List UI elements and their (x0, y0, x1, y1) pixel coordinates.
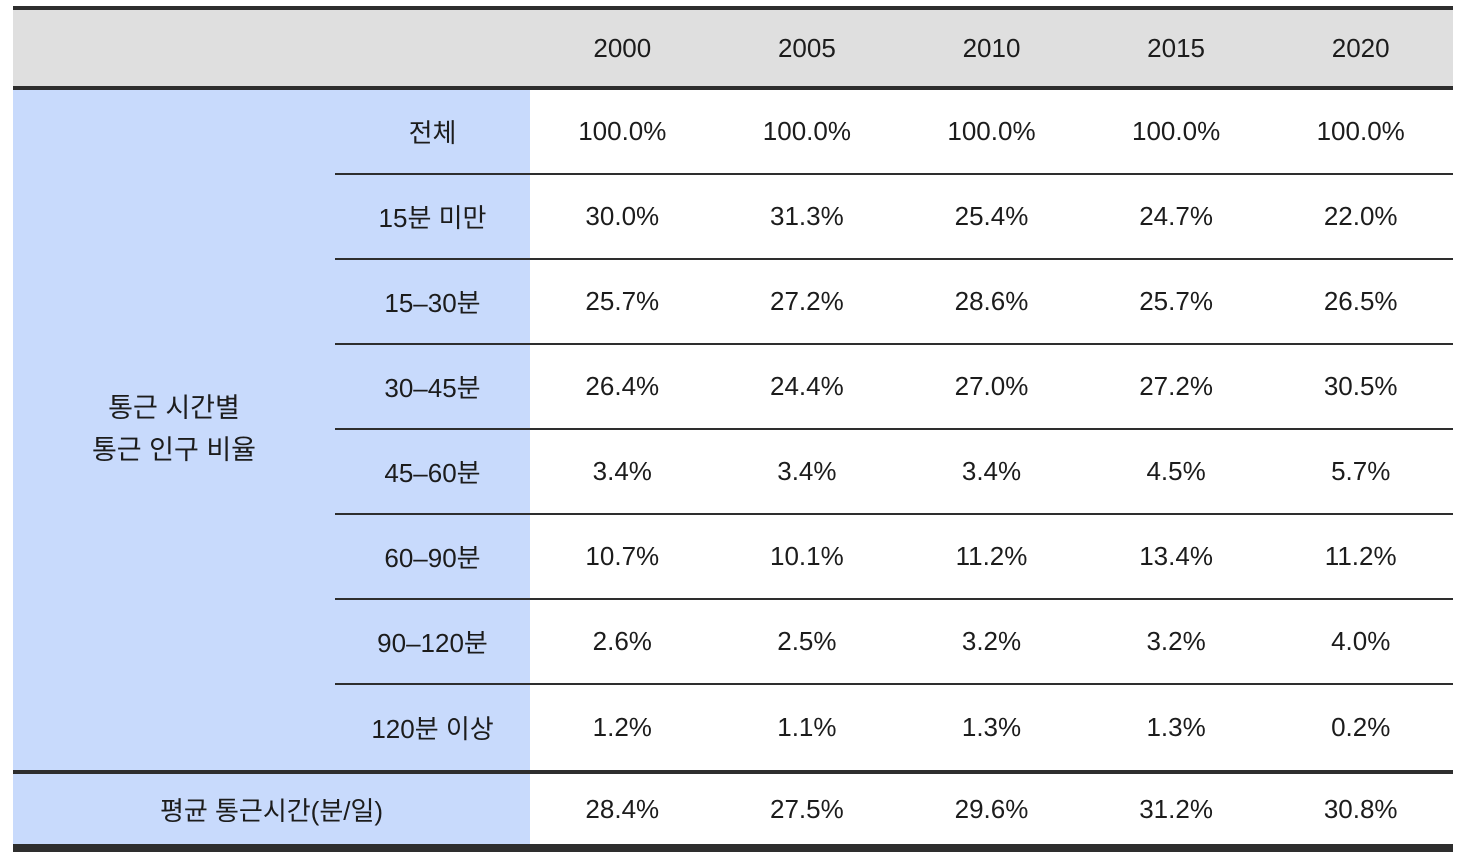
cell-15-30-2020: 26.5% (1268, 260, 1453, 345)
header-year-2010: 2010 (962, 32, 1021, 63)
cell-average-2010: 29.6% (899, 774, 1084, 844)
cell-over120-2005: 1.1% (714, 685, 900, 770)
cell-over120-2000: 1.2% (530, 685, 715, 770)
table-header-row: 2000 2005 2010 2015 2020 (13, 10, 1453, 90)
cell-under15-2020: 22.0% (1268, 175, 1453, 260)
cell-90-120-2005: 2.5% (714, 600, 900, 685)
header-year-2015: 2015 (1147, 32, 1206, 63)
cell-15-30-2000: 25.7% (530, 260, 715, 345)
cell-total-2010: 100.0% (899, 90, 1084, 175)
cell-45-60-2000: 3.4% (530, 430, 715, 515)
cell-30-45-2015: 27.2% (1083, 345, 1269, 430)
row-label-15-30: 15–30분 (335, 260, 530, 345)
cell-30-45-2005: 24.4% (714, 345, 900, 430)
header-year-2000: 2000 (593, 32, 652, 63)
cell-45-60-2010: 3.4% (899, 430, 1084, 515)
cell-total-2005: 100.0% (714, 90, 900, 175)
cell-average-2020: 30.8% (1268, 774, 1453, 844)
cell-15-30-2015: 25.7% (1083, 260, 1269, 345)
cell-90-120-2020: 4.0% (1268, 600, 1453, 685)
cell-60-90-2020: 11.2% (1268, 515, 1453, 600)
header-corner-cell (13, 10, 530, 86)
cell-over120-2010: 1.3% (899, 685, 1084, 770)
cell-45-60-2005: 3.4% (714, 430, 900, 515)
cell-total-2020: 100.0% (1268, 90, 1453, 175)
cell-total-2000: 100.0% (530, 90, 715, 175)
cell-under15-2010: 25.4% (899, 175, 1084, 260)
cell-60-90-2000: 10.7% (530, 515, 715, 600)
table-body: 통근 시간별 통근 인구 비율 전체 100.0% 100.0% 100.0% … (13, 90, 1453, 770)
cell-90-120-2000: 2.6% (530, 600, 715, 685)
row-label-90-120: 90–120분 (335, 600, 530, 685)
row-group-label: 통근 시간별 통근 인구 비율 (13, 90, 335, 770)
cell-90-120-2010: 3.2% (899, 600, 1084, 685)
cell-60-90-2015: 13.4% (1083, 515, 1269, 600)
cell-average-2000: 28.4% (530, 774, 715, 844)
header-year-2020: 2020 (1331, 32, 1390, 63)
cell-under15-2000: 30.0% (530, 175, 715, 260)
cell-30-45-2020: 30.5% (1268, 345, 1453, 430)
cell-45-60-2015: 4.5% (1083, 430, 1269, 515)
row-label-45-60: 45–60분 (335, 430, 530, 515)
row-label-under15: 15분 미만 (335, 175, 530, 260)
table-footer-row: 평균 통근시간(분/일) 28.4% 27.5% 29.6% 31.2% 30.… (13, 770, 1453, 844)
cell-15-30-2010: 28.6% (899, 260, 1084, 345)
row-group-label-line2: 통근 인구 비율 (91, 435, 257, 465)
cell-over120-2020: 0.2% (1268, 685, 1453, 770)
cell-60-90-2005: 10.1% (714, 515, 900, 600)
cell-under15-2005: 31.3% (714, 175, 900, 260)
cell-total-2015: 100.0% (1083, 90, 1269, 175)
cell-average-2015: 31.2% (1083, 774, 1269, 844)
commute-time-table: 2000 2005 2010 2015 2020 통근 시간별 통근 인구 비율… (13, 6, 1453, 852)
row-label-total: 전체 (335, 90, 530, 175)
cell-over120-2015: 1.3% (1083, 685, 1269, 770)
cell-90-120-2015: 3.2% (1083, 600, 1269, 685)
cell-under15-2015: 24.7% (1083, 175, 1269, 260)
cell-60-90-2010: 11.2% (899, 515, 1084, 600)
header-year-2005: 2005 (777, 32, 836, 63)
row-group-label-line1: 통근 시간별 (108, 393, 240, 424)
row-label-over120: 120분 이상 (335, 685, 530, 770)
cell-15-30-2005: 27.2% (714, 260, 900, 345)
cell-30-45-2010: 27.0% (899, 345, 1084, 430)
cell-45-60-2020: 5.7% (1268, 430, 1453, 515)
footer-label-average-commute: 평균 통근시간(분/일) (13, 774, 530, 844)
row-label-60-90: 60–90분 (335, 515, 530, 600)
row-label-30-45: 30–45분 (335, 345, 530, 430)
cell-30-45-2000: 26.4% (530, 345, 715, 430)
cell-average-2005: 27.5% (714, 774, 900, 844)
